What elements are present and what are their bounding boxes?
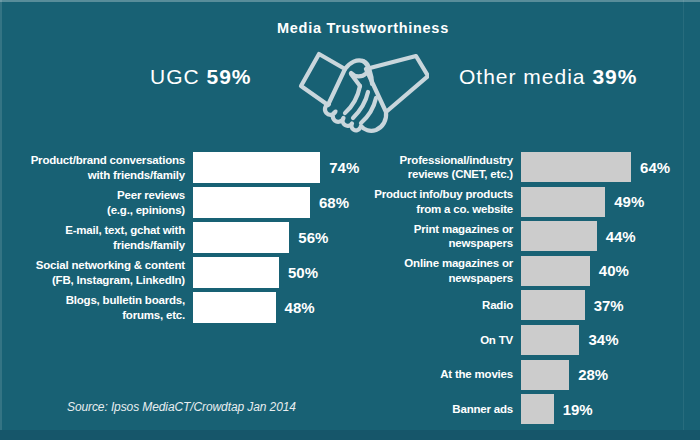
chart-row: Radio 37% [365,290,670,320]
bar-value: 28% [578,366,608,383]
ugc-headline: UGC 59% [150,65,252,89]
bar-label: Banner ads [365,402,513,417]
bar [193,257,279,288]
bar-value: 19% [563,401,593,418]
bar-label: Social networking & content (FB, Instagr… [10,258,185,287]
chart-row: On TV 34% [365,325,670,355]
bar-label: Professional/industry reviews (CNET, etc… [365,153,513,182]
chart-row: Online magazines or newspapers 40% [365,256,670,286]
footer-strip [0,430,700,440]
bar [521,290,585,320]
bar-label: Product info/buy products from a co. web… [365,187,513,216]
chart-row: Product info/buy products from a co. web… [365,187,670,217]
bar-value: 49% [614,193,644,210]
chart-row: Peer reviews (e.g., epinions) 68% [10,187,359,218]
chart-row: E-mail, text, gchat with friends/family 5… [10,222,359,253]
bar-value: 50% [288,264,318,281]
bar-label: Blogs, bulletin boards, forums, etc. [10,293,185,322]
bar [521,394,554,424]
bar-value: 56% [298,229,328,246]
bar-label: Peer reviews (e.g., epinions) [10,188,185,217]
handshake-icon [283,48,429,142]
chart-row: Print magazines or newspapers 44% [365,221,670,251]
bar [193,222,289,253]
bar-label: Radio [365,298,513,313]
bar-label: Print magazines or newspapers [365,222,513,251]
other-media-chart: Professional/industry reviews (CNET, etc… [365,152,670,424]
bar [193,292,276,323]
bar-value: 40% [599,262,629,279]
bar-label: Product/brand conversations with friends… [10,153,185,182]
chart-row: Banner ads 19% [365,394,670,424]
chart-row: At the movies 28% [365,360,670,390]
bar-label: Online magazines or newspapers [365,256,513,285]
chart-row: Social networking & content (FB, Instagr… [10,257,359,288]
right-edge-line [683,0,684,440]
bar [521,256,590,286]
bar-label: E-mail, text, gchat with friends/family [10,223,185,252]
left-edge-line [0,0,2,440]
bar [521,325,579,355]
infographic: Media Trustworthiness UGC 59% Other medi… [0,0,700,440]
source-note: Source: Ipsos MediaCT/Crowdtap Jan 2014 [67,400,296,414]
bar-value: 68% [319,194,349,211]
bar [193,187,310,218]
ugc-value: 59% [207,65,252,88]
bar [521,221,597,251]
top-edge-line [0,0,700,2]
bar-value: 48% [285,299,315,316]
bar [521,152,631,182]
chart-row: Blogs, bulletin boards, forums, etc. 48% [10,292,359,323]
chart-row: Product/brand conversations with friends… [10,152,359,183]
bar-value: 74% [329,159,359,176]
bar [521,360,569,390]
bar-label: On TV [365,333,513,348]
chart-row: Professional/industry reviews (CNET, etc… [365,152,670,182]
ugc-label: UGC [150,65,200,88]
bar-value: 44% [606,228,636,245]
bar [193,152,320,183]
other-media-value: 39% [592,65,637,88]
bar-value: 37% [594,297,624,314]
bar-value: 64% [640,159,670,176]
other-media-headline: Other media 39% [459,65,637,89]
ugc-chart: Product/brand conversations with friends… [10,152,359,323]
bar [521,187,605,217]
bar-value: 34% [588,331,618,348]
bar-label: At the movies [365,367,513,382]
page-title: Media Trustworthiness [26,20,700,36]
other-media-label: Other media [459,65,586,88]
